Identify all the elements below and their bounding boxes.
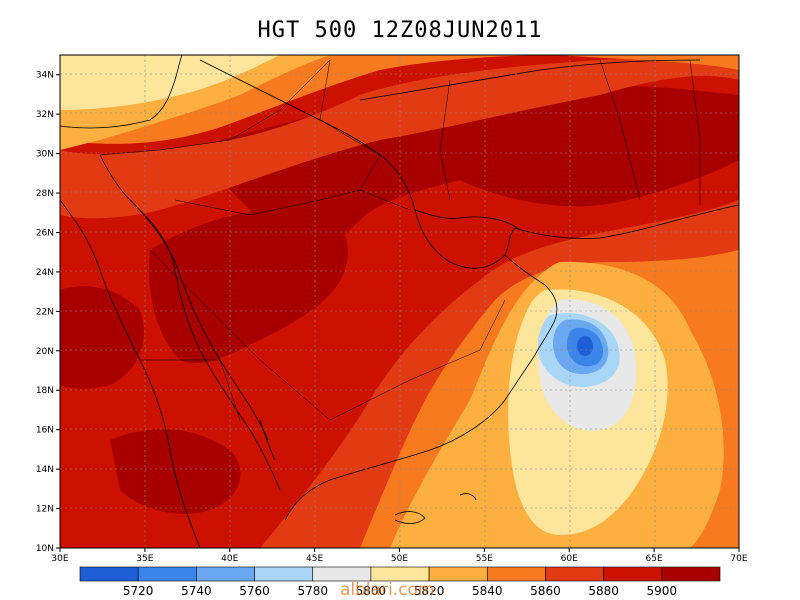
- latitude-ticks: 10N 12N 14N 16N 18N 20N 22N 24N 26N 28N 30N 32N 34N: [36, 71, 60, 554]
- colorbar-label: 5760: [239, 584, 270, 598]
- x-tick-label: 30E: [51, 554, 68, 564]
- colorbar-swatch: [137, 566, 197, 582]
- height-field-5900-west: [60, 286, 144, 389]
- watermark: alblari.com: [340, 580, 435, 600]
- colorbar: 5720 5740 5760 5780 5800 5820 5840 5860 5880 5900: [79, 566, 721, 598]
- x-tick-label: 35E: [136, 554, 153, 564]
- colorbar-swatch: [196, 566, 255, 582]
- x-tick-label: 40E: [221, 554, 238, 564]
- y-tick-label: 20N: [36, 347, 54, 357]
- map-title: HGT 500 12Z08JUN2011: [257, 18, 543, 43]
- y-tick-label: 22N: [36, 307, 54, 317]
- y-tick-label: 16N: [36, 426, 54, 436]
- y-tick-label: 14N: [36, 465, 54, 475]
- y-tick-label: 26N: [36, 228, 54, 238]
- x-tick-label: 65E: [646, 554, 663, 564]
- x-tick-label: 60E: [561, 554, 578, 564]
- colorbar-label: 5880: [588, 584, 619, 598]
- colorbar-label: 5800: [356, 584, 387, 598]
- colorbar-label: 5720: [123, 584, 154, 598]
- y-tick-label: 34N: [36, 71, 54, 81]
- longitude-ticks: 30E 35E 40E 45E 50E 55E 60E 65E 70E: [51, 548, 748, 564]
- colorbar-swatch: [603, 566, 663, 582]
- colorbar-label: 5740: [181, 584, 212, 598]
- colorbar-swatch: [312, 566, 372, 582]
- colorbar-label: 5860: [530, 584, 561, 598]
- colorbar-swatch: [486, 566, 546, 582]
- height-field-5820-north: [60, 55, 280, 110]
- y-tick-label: 28N: [36, 189, 54, 199]
- height-field-5720: [577, 336, 593, 356]
- height-field-5900-arabia: [149, 205, 348, 364]
- colorbar-swatch: [661, 566, 721, 582]
- x-tick-label: 50E: [391, 554, 408, 564]
- y-tick-label: 24N: [36, 268, 54, 278]
- x-tick-label: 55E: [476, 554, 493, 564]
- colorbar-label: 5840: [472, 584, 503, 598]
- colorbar-label: 5900: [647, 584, 678, 598]
- y-tick-label: 32N: [36, 110, 54, 120]
- colorbar-swatch: [254, 566, 314, 582]
- y-tick-label: 18N: [36, 386, 54, 396]
- y-tick-label: 12N: [36, 505, 54, 515]
- colorbar-swatch: [79, 566, 139, 582]
- x-tick-label: 45E: [306, 554, 323, 564]
- y-tick-label: 10N: [36, 544, 54, 554]
- x-tick-label: 70E: [730, 554, 747, 564]
- colorbar-swatch: [545, 566, 604, 582]
- height-field-5900-horn: [110, 429, 241, 514]
- colorbar-swatch: [370, 566, 430, 582]
- graticule: [60, 55, 739, 548]
- y-tick-label: 30N: [36, 150, 54, 160]
- height-field-5880-north: [60, 55, 739, 219]
- colorbar-label: 5780: [297, 584, 328, 598]
- colorbar-label: 5820: [414, 584, 445, 598]
- colorbar-swatch: [428, 566, 488, 582]
